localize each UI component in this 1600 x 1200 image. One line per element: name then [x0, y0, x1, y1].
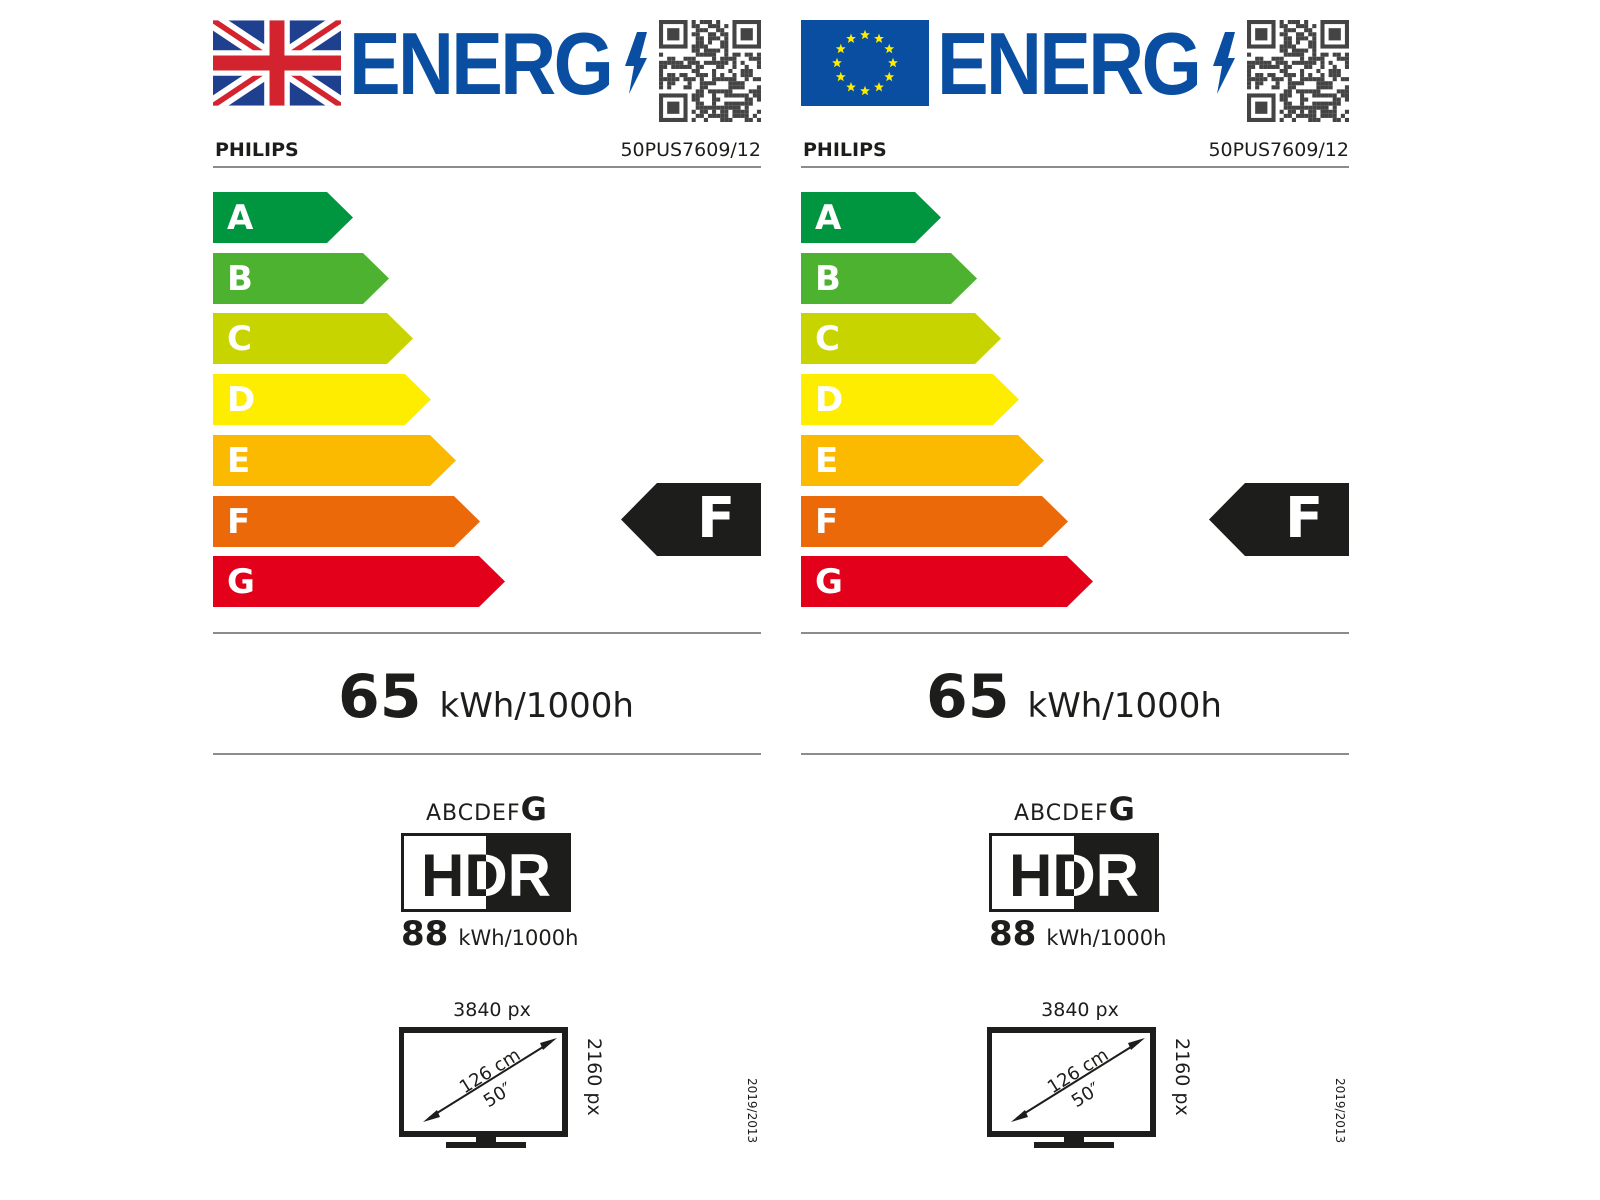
class-letter: D: [227, 380, 256, 421]
regulation-number: 2019/2013: [745, 1078, 759, 1144]
divider: [213, 166, 761, 168]
class-arrow-icon: [801, 192, 941, 243]
energy-logo: ENERG: [937, 14, 1202, 113]
class-letter: A: [227, 198, 254, 238]
class-arrow-icon: [801, 434, 1044, 486]
class-arrow-icon: [801, 495, 1068, 547]
class-letter: E: [227, 440, 251, 481]
hdr-logo-text: HDR: [1009, 842, 1139, 909]
sdr-energy: 65 kWh/1000h: [926, 662, 1222, 732]
hdr-logo-icon: HDR HDR: [401, 833, 571, 912]
class-letter: B: [815, 258, 841, 299]
class-arrow-icon: [213, 374, 431, 426]
class-arrow-icon: [801, 252, 977, 304]
rating-arrow-icon: [1209, 483, 1349, 556]
class-arrow-icon: [213, 192, 353, 243]
hdr-logo-text: HDR: [421, 842, 551, 909]
divider: [801, 753, 1349, 755]
divider: [801, 632, 1349, 634]
energy-class-rating: F: [621, 483, 761, 556]
class-letter: B: [227, 258, 253, 299]
uk-flag-icon: [213, 20, 341, 106]
regulation-number: 2019/2013: [1333, 1078, 1347, 1144]
rating-letter: F: [697, 486, 736, 551]
divider: [213, 632, 761, 634]
eu-flag-icon: [801, 20, 929, 106]
hdr-energy: 88 kWh/1000h: [401, 914, 578, 954]
sdr-energy-value: 65: [926, 662, 1010, 732]
hdr-energy-unit: kWh/1000h: [458, 926, 579, 950]
class-letter: G: [815, 562, 843, 603]
class-letter: A: [815, 198, 842, 238]
sdr-energy-unit: kWh/1000h: [1027, 686, 1222, 726]
class-arrow-icon: [213, 434, 456, 486]
hdr-scale-prefix: ABCDEF: [1014, 801, 1109, 826]
class-arrow-icon: [213, 495, 480, 547]
lightning-bolt-icon: [1213, 32, 1235, 94]
class-arrow-icon: [213, 252, 389, 304]
hdr-class-scale: ABCDEFG: [1014, 790, 1136, 828]
qr-code-icon[interactable]: [1247, 20, 1349, 122]
sdr-energy-unit: kWh/1000h: [439, 686, 634, 726]
hdr-logo-text: HDR: [421, 842, 551, 909]
model-number: 50PUS7609/12: [1208, 139, 1349, 161]
sdr-energy-value: 65: [338, 662, 422, 732]
class-arrow-icon: [213, 556, 505, 608]
energy-logo: ENERG: [349, 14, 614, 113]
hdr-energy-value: 88: [401, 914, 449, 954]
hdr-logo-text: HDR: [1009, 842, 1139, 909]
hdr-scale-prefix: ABCDEF: [426, 801, 521, 826]
class-letter: F: [227, 501, 251, 542]
sdr-energy: 65 kWh/1000h: [338, 662, 634, 732]
rating-arrow-icon: [621, 483, 761, 556]
class-letter: C: [227, 319, 252, 360]
hdr-class: G: [520, 790, 548, 828]
divider: [213, 753, 761, 755]
class-letter: E: [815, 440, 839, 481]
hdr-class: G: [1108, 790, 1136, 828]
horizontal-resolution: 3840 px: [453, 999, 531, 1021]
hdr-class-scale: ABCDEFG: [426, 790, 548, 828]
class-letter: G: [227, 562, 255, 603]
class-letter: C: [815, 319, 840, 360]
vertical-resolution: 2160 px: [1171, 1038, 1193, 1116]
hdr-energy-unit: kWh/1000h: [1046, 926, 1167, 950]
model-number: 50PUS7609/12: [620, 139, 761, 161]
class-letter: F: [815, 501, 839, 542]
energy-class-rating: F: [1209, 483, 1349, 556]
brand-name: PHILIPS: [803, 139, 887, 161]
tv-screen-icon: 126 cm 50″: [399, 1027, 568, 1148]
class-arrow-icon: [801, 374, 1019, 426]
divider: [801, 166, 1349, 168]
horizontal-resolution: 3840 px: [1041, 999, 1119, 1021]
vertical-resolution: 2160 px: [583, 1038, 605, 1116]
tv-screen-icon: 126 cm 50″: [987, 1027, 1156, 1148]
class-arrow-icon: [213, 313, 413, 365]
lightning-bolt-icon: [625, 32, 647, 94]
qr-code-icon[interactable]: [659, 20, 761, 122]
class-arrow-icon: [801, 313, 1001, 365]
hdr-energy: 88 kWh/1000h: [989, 914, 1166, 954]
class-arrow-icon: [801, 556, 1093, 608]
hdr-logo-icon: HDR HDR: [989, 833, 1159, 912]
rating-letter: F: [1285, 486, 1324, 551]
class-letter: D: [815, 380, 844, 421]
brand-name: PHILIPS: [215, 139, 299, 161]
hdr-energy-value: 88: [989, 914, 1037, 954]
